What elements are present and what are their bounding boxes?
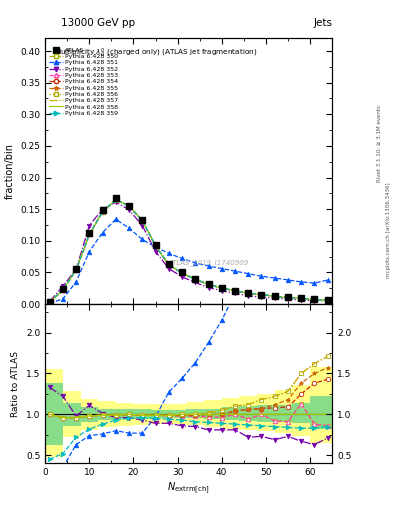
Text: mcplots.cern.ch [arXiv:1306.3436]: mcplots.cern.ch [arXiv:1306.3436] bbox=[386, 183, 391, 278]
Text: Jets: Jets bbox=[313, 18, 332, 28]
Text: Rivet 3.1.10; ≥ 3.1M events: Rivet 3.1.10; ≥ 3.1M events bbox=[377, 105, 382, 182]
Y-axis label: Ratio to ATLAS: Ratio to ATLAS bbox=[11, 351, 20, 417]
Text: 13000 GeV pp: 13000 GeV pp bbox=[61, 18, 135, 28]
Y-axis label: fraction/bin: fraction/bin bbox=[5, 143, 15, 199]
Text: Multiplicity $\lambda_0^0$ (charged only) (ATLAS jet fragmentation): Multiplicity $\lambda_0^0$ (charged only… bbox=[54, 47, 257, 60]
X-axis label: $N_{\rm extrm[ch]}$: $N_{\rm extrm[ch]}$ bbox=[167, 480, 210, 496]
Text: ATLAS_2019_I1740909: ATLAS_2019_I1740909 bbox=[169, 259, 249, 266]
Legend: ATLAS, Pythia 6.428 350, Pythia 6.428 351, Pythia 6.428 352, Pythia 6.428 353, P: ATLAS, Pythia 6.428 350, Pythia 6.428 35… bbox=[48, 47, 119, 117]
